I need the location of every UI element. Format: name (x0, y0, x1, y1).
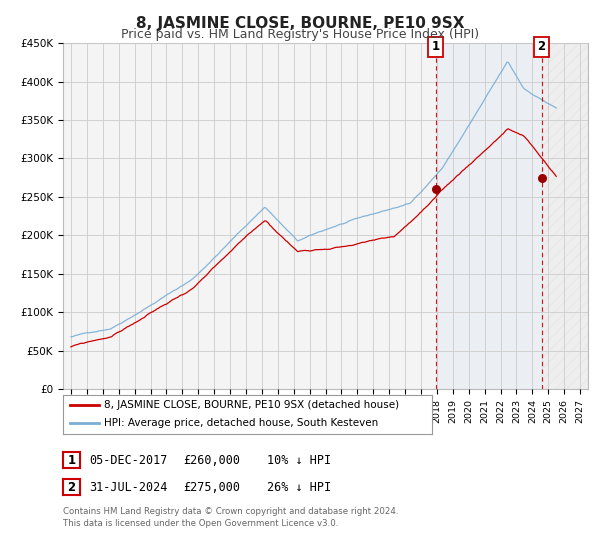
Text: Contains HM Land Registry data © Crown copyright and database right 2024.
This d: Contains HM Land Registry data © Crown c… (63, 507, 398, 528)
Bar (436, 43, 542, 389)
Text: HPI: Average price, detached house, South Kesteven: HPI: Average price, detached house, Sout… (104, 418, 378, 428)
Text: Price paid vs. HM Land Registry's House Price Index (HPI): Price paid vs. HM Land Registry's House … (121, 28, 479, 41)
Text: £275,000: £275,000 (183, 480, 240, 494)
Text: 05-DEC-2017: 05-DEC-2017 (89, 454, 167, 467)
Text: 26% ↓ HPI: 26% ↓ HPI (267, 480, 331, 494)
Text: 1: 1 (431, 40, 440, 53)
Text: 2: 2 (67, 480, 76, 494)
Text: 31-JUL-2024: 31-JUL-2024 (89, 480, 167, 494)
Bar (542, 43, 588, 389)
Text: 8, JASMINE CLOSE, BOURNE, PE10 9SX: 8, JASMINE CLOSE, BOURNE, PE10 9SX (136, 16, 464, 31)
Text: £260,000: £260,000 (183, 454, 240, 467)
Text: 8, JASMINE CLOSE, BOURNE, PE10 9SX (detached house): 8, JASMINE CLOSE, BOURNE, PE10 9SX (deta… (104, 400, 399, 410)
Text: 10% ↓ HPI: 10% ↓ HPI (267, 454, 331, 467)
Text: 1: 1 (67, 454, 76, 467)
Text: 2: 2 (538, 40, 545, 53)
